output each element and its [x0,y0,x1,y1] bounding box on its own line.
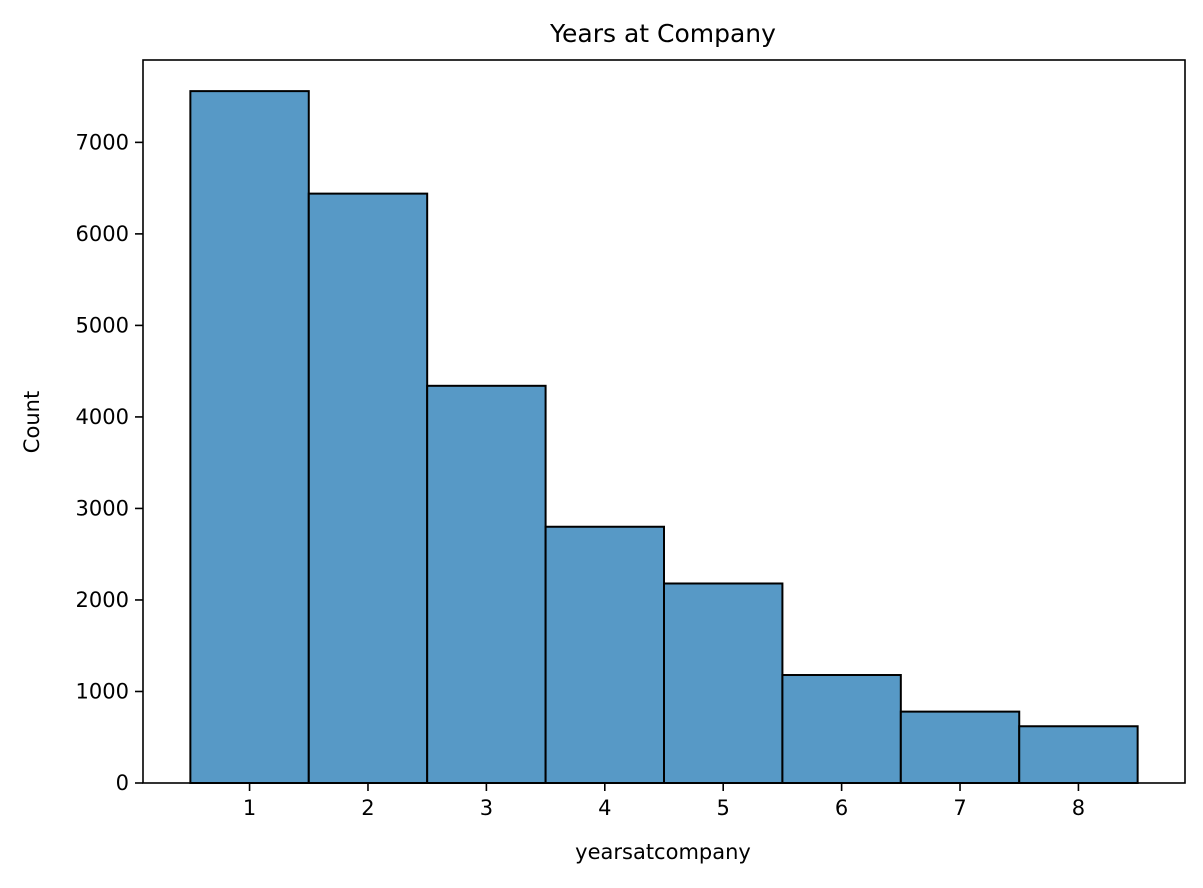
histogram-bar-1 [189,90,310,785]
y-tick-label: 1000 [76,679,129,703]
y-axis-ticks: 0 1000 2000 3000 4000 5000 6000 7000 [76,130,143,795]
bars-layer [189,90,1139,785]
y-axis-label: Count [20,391,44,453]
x-axis-ticks: 1 2 3 4 5 6 7 8 [243,783,1085,820]
y-tick-label: 6000 [76,222,129,246]
y-tick-label: 2000 [76,588,129,612]
y-tick-label: 7000 [76,130,129,154]
x-tick-label: 4 [598,796,611,820]
histogram-bar-3 [426,384,547,784]
x-tick-label: 8 [1072,796,1085,820]
x-tick-label: 5 [717,796,730,820]
x-tick-label: 1 [243,796,256,820]
x-tick-label: 3 [480,796,493,820]
histogram-bar-7 [899,710,1021,784]
x-tick-label: 6 [835,796,848,820]
histogram-bar-5 [663,582,784,784]
histogram-bar-2 [307,192,429,784]
plot-frame [142,59,1186,784]
y-tick-label: 4000 [76,405,129,429]
x-tick-label: 2 [361,796,374,820]
histogram-bar-4 [544,525,666,784]
chart-title: Years at Company [549,19,776,48]
y-tick-label: 0 [116,771,129,795]
y-tick-label: 3000 [76,496,129,520]
histogram-bar-8 [1018,725,1139,785]
y-tick-label: 5000 [76,313,129,337]
histogram-bar-6 [781,674,902,785]
x-axis-label: yearsatcompany [575,840,751,864]
x-tick-label: 7 [953,796,966,820]
